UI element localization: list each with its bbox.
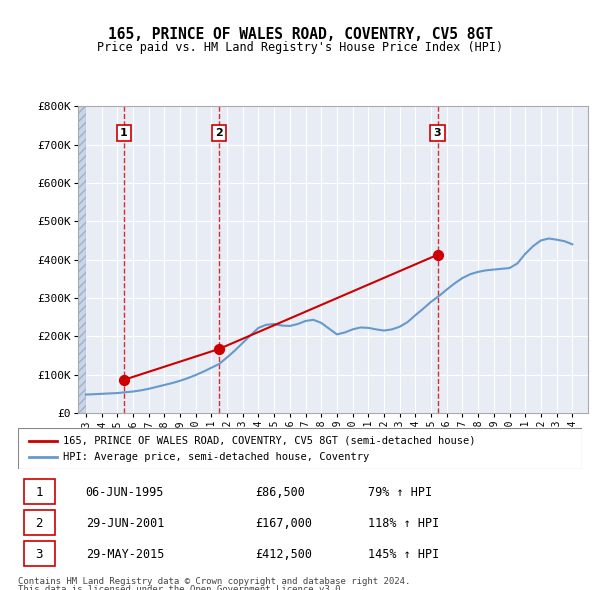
Text: 06-JUN-1995: 06-JUN-1995 <box>86 486 164 499</box>
Text: 3: 3 <box>434 128 442 138</box>
Text: £167,000: £167,000 <box>255 517 312 530</box>
Text: 145% ↑ HPI: 145% ↑ HPI <box>368 548 439 561</box>
Text: 29-MAY-2015: 29-MAY-2015 <box>86 548 164 561</box>
Text: 165, PRINCE OF WALES ROAD, COVENTRY, CV5 8GT: 165, PRINCE OF WALES ROAD, COVENTRY, CV5… <box>107 27 493 41</box>
FancyBboxPatch shape <box>23 541 55 566</box>
FancyBboxPatch shape <box>18 428 582 469</box>
Text: Contains HM Land Registry data © Crown copyright and database right 2024.: Contains HM Land Registry data © Crown c… <box>18 577 410 586</box>
Text: 1: 1 <box>35 486 43 499</box>
Text: 3: 3 <box>35 548 43 561</box>
Text: 79% ↑ HPI: 79% ↑ HPI <box>368 486 432 499</box>
Text: Price paid vs. HM Land Registry's House Price Index (HPI): Price paid vs. HM Land Registry's House … <box>97 41 503 54</box>
Text: 1: 1 <box>120 128 128 138</box>
Text: 29-JUN-2001: 29-JUN-2001 <box>86 517 164 530</box>
Text: £412,500: £412,500 <box>255 548 312 561</box>
Point <box>433 250 442 260</box>
Text: 118% ↑ HPI: 118% ↑ HPI <box>368 517 439 530</box>
Text: 2: 2 <box>215 128 223 138</box>
Text: This data is licensed under the Open Government Licence v3.0.: This data is licensed under the Open Gov… <box>18 585 346 590</box>
Point <box>119 375 129 385</box>
Text: £86,500: £86,500 <box>255 486 305 499</box>
Text: 2: 2 <box>35 517 43 530</box>
Text: HPI: Average price, semi-detached house, Coventry: HPI: Average price, semi-detached house,… <box>63 453 370 463</box>
Text: 165, PRINCE OF WALES ROAD, COVENTRY, CV5 8GT (semi-detached house): 165, PRINCE OF WALES ROAD, COVENTRY, CV5… <box>63 436 476 446</box>
FancyBboxPatch shape <box>23 510 55 535</box>
FancyBboxPatch shape <box>23 479 55 504</box>
Point <box>214 344 224 353</box>
